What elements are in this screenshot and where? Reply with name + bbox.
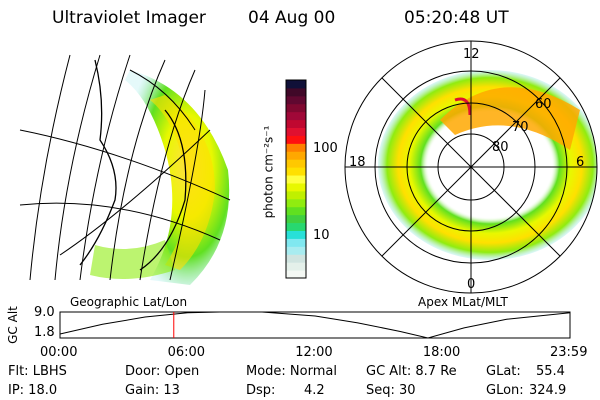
x-tick-label: 00:00 [40, 345, 78, 360]
colorbar-segment [286, 167, 306, 176]
colorbar-segment [286, 119, 306, 129]
lat-60-label: 60 [535, 97, 552, 112]
lat-80-label: 80 [492, 140, 509, 155]
glon-label: GLon: [486, 383, 524, 398]
colorbar-segment [286, 214, 306, 224]
glon-value: 324.9 [529, 383, 567, 398]
colorbar-segment [286, 182, 306, 192]
colorbar-segment [286, 262, 306, 271]
instrument-title: Ultraviolet Imager [52, 8, 206, 28]
date: 04 Aug 00 [248, 8, 336, 28]
colorbar-segment [286, 206, 306, 216]
glat-value: 55.4 [536, 364, 565, 379]
colorbar-segment [286, 254, 306, 263]
dsp-value: 4.2 [304, 383, 325, 398]
colorbar-segment [286, 159, 306, 168]
colorbar-tick-10: 10 [313, 228, 330, 243]
colorbar-segment [286, 127, 306, 136]
x-tick-label: 23:59 [550, 345, 588, 360]
colorbar-segment [286, 111, 306, 121]
geographic-label: Geographic Lat/Lon [70, 295, 188, 309]
y-tick-min: 1.8 [34, 325, 55, 340]
gc-alt: GC Alt: 8.7 Re [366, 364, 457, 379]
mlt-6-label: 6 [576, 155, 585, 170]
colorbar-frame [285, 79, 307, 279]
altitude-line [59, 311, 571, 339]
colorbar-segment [286, 135, 306, 144]
mode: Mode: Normal [246, 364, 337, 379]
y-tick-max: 9.0 [34, 305, 55, 320]
chart-frame [59, 311, 571, 339]
colorbar-segment [286, 175, 306, 184]
ip: IP: 18.0 [8, 383, 58, 398]
colorbar-segment [286, 87, 306, 97]
mlt-0-label: 0 [467, 277, 476, 292]
colorbar-segment [286, 238, 306, 247]
filter: Flt: LBHS [8, 364, 67, 379]
colorbar-segment [286, 270, 306, 279]
seq: Seq: 30 [366, 383, 416, 398]
lat-70-label: 70 [512, 120, 529, 135]
colorbar-segment [286, 198, 306, 208]
apex-label: Apex MLat/MLT [418, 295, 508, 309]
colorbar-tick-100: 100 [313, 141, 338, 156]
time: 05:20:48 UT [404, 8, 509, 28]
door: Door: Open [125, 364, 200, 379]
mlt-18-label: 18 [349, 155, 366, 170]
colorbar-segment [286, 103, 306, 113]
geo-grid [19, 54, 231, 281]
colorbar-segment [286, 80, 306, 89]
dsp-label: Dsp: [246, 383, 276, 398]
mlt-12-label: 12 [463, 47, 480, 62]
colorbar-segment [286, 190, 306, 200]
gain: Gain: 13 [125, 383, 180, 398]
y-axis-label: GC Alt [5, 306, 20, 344]
colorbar-segment [286, 151, 306, 160]
colorbar-segment [286, 95, 306, 105]
polar-grid [344, 40, 598, 294]
colorbar-segment [286, 222, 306, 231]
x-tick-label: 12:00 [295, 345, 333, 360]
x-tick-label: 06:00 [167, 345, 206, 360]
colorbar-segment [286, 230, 306, 239]
glat-label: GLat: [486, 364, 521, 379]
colorbar-segment [286, 246, 306, 255]
x-tick-label: 18:00 [422, 345, 461, 360]
colorbar-segment [286, 143, 306, 152]
